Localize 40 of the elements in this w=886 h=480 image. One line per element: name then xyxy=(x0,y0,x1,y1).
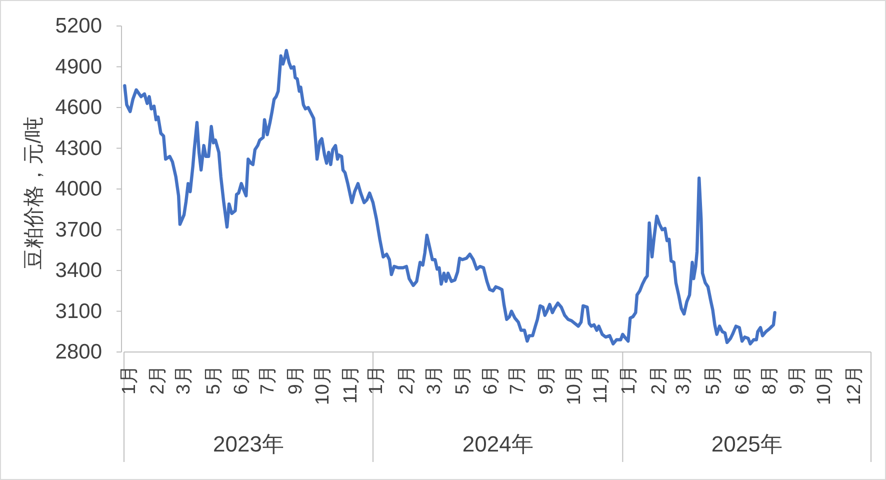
y-tick-label: 5200 xyxy=(55,14,102,38)
y-tick-label: 2800 xyxy=(55,340,102,364)
x-tick-label: 6月 xyxy=(480,365,502,395)
x-tick-label: 10月 xyxy=(312,365,334,406)
x-tick-label: 2月 xyxy=(148,365,169,395)
x-tick-label: 11月 xyxy=(590,365,612,404)
x-tick-label: 1月 xyxy=(366,365,387,395)
y-tick-label: 4300 xyxy=(55,136,102,160)
x-tick-label: 9月 xyxy=(786,365,808,395)
text: 2024年 xyxy=(462,432,534,456)
x-tick-label: 3月 xyxy=(672,365,694,395)
x-tick-label: 12月 xyxy=(844,365,866,406)
x-tick-label: 9月 xyxy=(285,365,306,395)
y-tick-label: 4900 xyxy=(55,55,102,78)
y-tick-label: 3400 xyxy=(55,259,102,282)
x-tick-label: 2月 xyxy=(396,365,418,395)
x-tick-label: 8月 xyxy=(760,365,781,395)
x-tick-label: 6月 xyxy=(732,365,754,395)
x-tick-label: 5月 xyxy=(204,365,225,395)
x-tick-label: 5月 xyxy=(702,365,724,395)
y-tick-label: 4600 xyxy=(55,96,102,119)
x-tick-label: 1月 xyxy=(618,365,640,395)
x-tick-label: 10月 xyxy=(814,365,836,406)
y-tick-label: 3700 xyxy=(55,218,102,242)
x-tick-label: 10月 xyxy=(564,365,585,406)
x-tick-label: 7月 xyxy=(507,365,528,395)
x-tick-label: 11月 xyxy=(340,365,362,404)
x-tick-label: 2月 xyxy=(648,365,670,395)
x-tick-label: 3月 xyxy=(174,365,195,395)
y-tick-label: 3100 xyxy=(55,300,102,323)
y-tick-label: 4000 xyxy=(55,178,102,200)
x-tick-label: 6月 xyxy=(230,365,252,395)
x-tick-label: 7月 xyxy=(257,365,278,395)
x-tick-label: 9月 xyxy=(536,365,558,395)
text: 2025年 xyxy=(711,432,782,456)
y-axis-title: 豆粕价格，元/吨 xyxy=(22,116,46,270)
x-tick-label: 3月 xyxy=(424,365,445,395)
x-tick-label: 5月 xyxy=(452,365,474,395)
x-tick-label: 1月 xyxy=(118,365,140,395)
text: 2023年 xyxy=(213,432,284,456)
